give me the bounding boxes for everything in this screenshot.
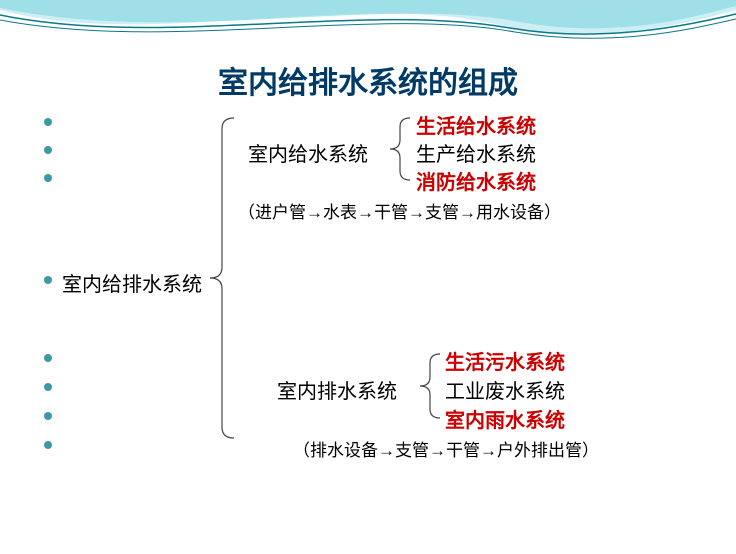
bullet-dot [44,412,52,420]
node-drain: 室内排水系统 [277,375,397,404]
slide-title: 室内给排水系统的组成 [0,58,736,102]
bullet-dot [44,276,52,284]
node-supply-1: 生活给水系统 [416,110,536,139]
wave-decoration [0,0,736,60]
node-drain-1: 生活污水系统 [445,346,565,375]
node-drain-2: 工业废水系统 [445,375,565,404]
bullet-dot [44,118,52,126]
node-supply-3: 消防给水系统 [416,166,536,195]
bullet-dot [44,174,52,182]
node-drain-3: 室内雨水系统 [445,404,565,433]
bullet-dot [44,383,52,391]
bullet-dot [44,441,52,449]
node-supply: 室内给水系统 [248,138,368,167]
bullet-dot [44,354,52,362]
bullet-dot [44,146,52,154]
node-root: 室内给排水系统 [62,268,202,297]
node-supply-2: 生产给水系统 [416,138,536,167]
node-supply-flow: （进户管→水表→干管→支管→用水设备） [238,198,561,223]
node-drain-flow: （排水设备→支管→干管→户外排出管） [293,436,599,461]
